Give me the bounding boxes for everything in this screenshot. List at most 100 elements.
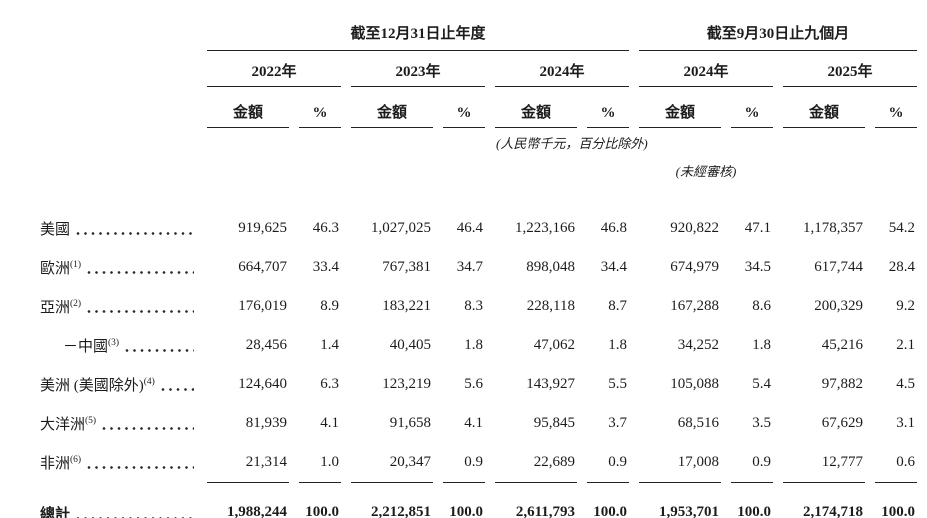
percent-cell: 5.4 [752, 376, 772, 392]
amount-cell: 95,845 [533, 415, 575, 431]
percent-header: % [299, 87, 341, 128]
total-amount-cell: 2,174,718 [783, 482, 866, 518]
amount-cell: 1,178,357 [803, 220, 864, 236]
region-label: 大洋洲(5) [10, 404, 197, 443]
dot-leader [76, 231, 194, 236]
amount-cell: 17,008 [677, 454, 720, 470]
percent-cell: 33.4 [312, 259, 339, 275]
percent-cell: 54.2 [888, 220, 916, 236]
amount-cell: 81,939 [245, 415, 287, 431]
percent-header: % [875, 87, 918, 128]
percent-cell: 46.4 [456, 220, 483, 236]
percent-cell: 4.1 [464, 415, 483, 431]
table-row: 美洲 (美國除外)(4) 124,640 6.3 123,219 5.6 143… [10, 365, 917, 404]
amount-cell: 12,777 [821, 454, 864, 470]
units-note-row: (人民幣千元，百分比除外) [10, 128, 917, 156]
percent-cell: 3.1 [896, 415, 916, 431]
table-row: －中國(3) 28,456 1.4 40,405 1.8 47,062 1.8 … [10, 326, 917, 365]
column-header-row: 金額 % 金額 % 金額 % 金額 % 金額 % [10, 87, 918, 128]
amount-cell: 124,640 [238, 376, 287, 392]
percent-cell: 3.5 [752, 415, 772, 431]
dot-leader [87, 309, 194, 314]
table-row: 非洲(6) 21,314 1.0 20,347 0.9 22,689 0.9 1… [10, 443, 917, 482]
interim-period-title: 截至9月30日止九個月 [639, 4, 918, 51]
percent-cell: 8.9 [320, 298, 339, 314]
amount-cell: 767,381 [382, 259, 431, 275]
percent-cell: 8.7 [608, 298, 628, 314]
amount-cell: 21,314 [245, 454, 287, 470]
percent-cell: 47.1 [744, 220, 772, 236]
amount-cell: 176,019 [238, 298, 287, 314]
percent-cell: 9.2 [896, 298, 916, 314]
amount-header: 金額 [639, 87, 722, 128]
region-label: 美國 [10, 184, 197, 248]
region-label: 歐洲(1) [10, 248, 197, 287]
percent-cell: 1.8 [464, 337, 483, 353]
dot-leader [102, 426, 194, 431]
units-note: (人民幣千元，百分比除外) [496, 135, 648, 151]
dot-leader [76, 516, 194, 518]
amount-cell: 20,347 [389, 454, 431, 470]
amount-cell: 674,979 [670, 259, 720, 275]
percent-header: % [731, 87, 774, 128]
total-amount-cell: 1,988,244 [207, 482, 289, 518]
percent-cell: 5.6 [464, 376, 483, 392]
percent-header: % [587, 87, 630, 128]
total-amount-cell: 2,212,851 [351, 482, 433, 518]
total-percent-cell: 100.0 [731, 482, 774, 518]
table-row: 亞洲(2) 176,019 8.9 183,221 8.3 228,118 8.… [10, 287, 917, 326]
region-label: 非洲(6) [10, 443, 197, 482]
total-percent-cell: 100.0 [443, 482, 485, 518]
percent-cell: 8.6 [752, 298, 772, 314]
amount-cell: 105,088 [670, 376, 720, 392]
year-header-row: 2022年 2023年 2024年 2024年 2025年 [10, 51, 918, 87]
region-label: 美洲 (美國除外)(4) [10, 365, 197, 404]
amount-cell: 919,625 [238, 220, 287, 236]
year-2024-interim: 2024年 [639, 51, 774, 87]
percent-cell: 1.8 [752, 337, 772, 353]
amount-cell: 1,027,025 [371, 220, 431, 236]
percent-cell: 1.4 [320, 337, 339, 353]
amount-cell: 920,822 [670, 220, 720, 236]
percent-cell: 28.4 [888, 259, 916, 275]
amount-cell: 91,658 [389, 415, 431, 431]
amount-cell: 123,219 [382, 376, 431, 392]
amount-cell: 228,118 [526, 298, 575, 314]
amount-cell: 183,221 [382, 298, 431, 314]
total-amount-cell: 2,611,793 [495, 482, 577, 518]
amount-cell: 68,516 [677, 415, 720, 431]
amount-cell: 47,062 [533, 337, 575, 353]
dot-leader [87, 465, 194, 470]
dot-leader [87, 270, 194, 275]
amount-cell: 1,223,166 [515, 220, 575, 236]
region-label-china-subitem: －中國(3) [10, 326, 197, 365]
percent-cell: 4.1 [320, 415, 339, 431]
amount-cell: 200,329 [814, 298, 864, 314]
total-amount-cell: 1,953,701 [639, 482, 722, 518]
percent-header: % [443, 87, 485, 128]
percent-cell: 2.1 [896, 337, 916, 353]
amount-cell: 898,048 [526, 259, 575, 275]
percent-cell: 46.8 [600, 220, 628, 236]
amount-header: 金額 [783, 87, 866, 128]
percent-cell: 8.3 [464, 298, 483, 314]
amount-cell: 143,927 [526, 376, 575, 392]
table-row: 大洋洲(5) 81,939 4.1 91,658 4.1 95,845 3.7 … [10, 404, 917, 443]
annual-period-title: 截至12月31日止年度 [207, 4, 630, 51]
amount-header: 金額 [495, 87, 577, 128]
percent-cell: 1.8 [608, 337, 628, 353]
total-percent-cell: 100.0 [875, 482, 918, 518]
year-2025-interim: 2025年 [783, 51, 918, 87]
amount-cell: 45,216 [821, 337, 864, 353]
amount-header: 金額 [207, 87, 289, 128]
percent-cell: 34.7 [456, 259, 483, 275]
revenue-by-region-table: 截至12月31日止年度 截至9月30日止九個月 2022年 2023年 2024… [0, 4, 927, 518]
total-percent-cell: 100.0 [587, 482, 630, 518]
amount-cell: 97,882 [821, 376, 864, 392]
amount-cell: 664,707 [238, 259, 287, 275]
percent-cell: 0.6 [896, 454, 916, 470]
percent-cell: 0.9 [608, 454, 628, 470]
percent-cell: 34.5 [744, 259, 772, 275]
amount-cell: 67,629 [821, 415, 864, 431]
